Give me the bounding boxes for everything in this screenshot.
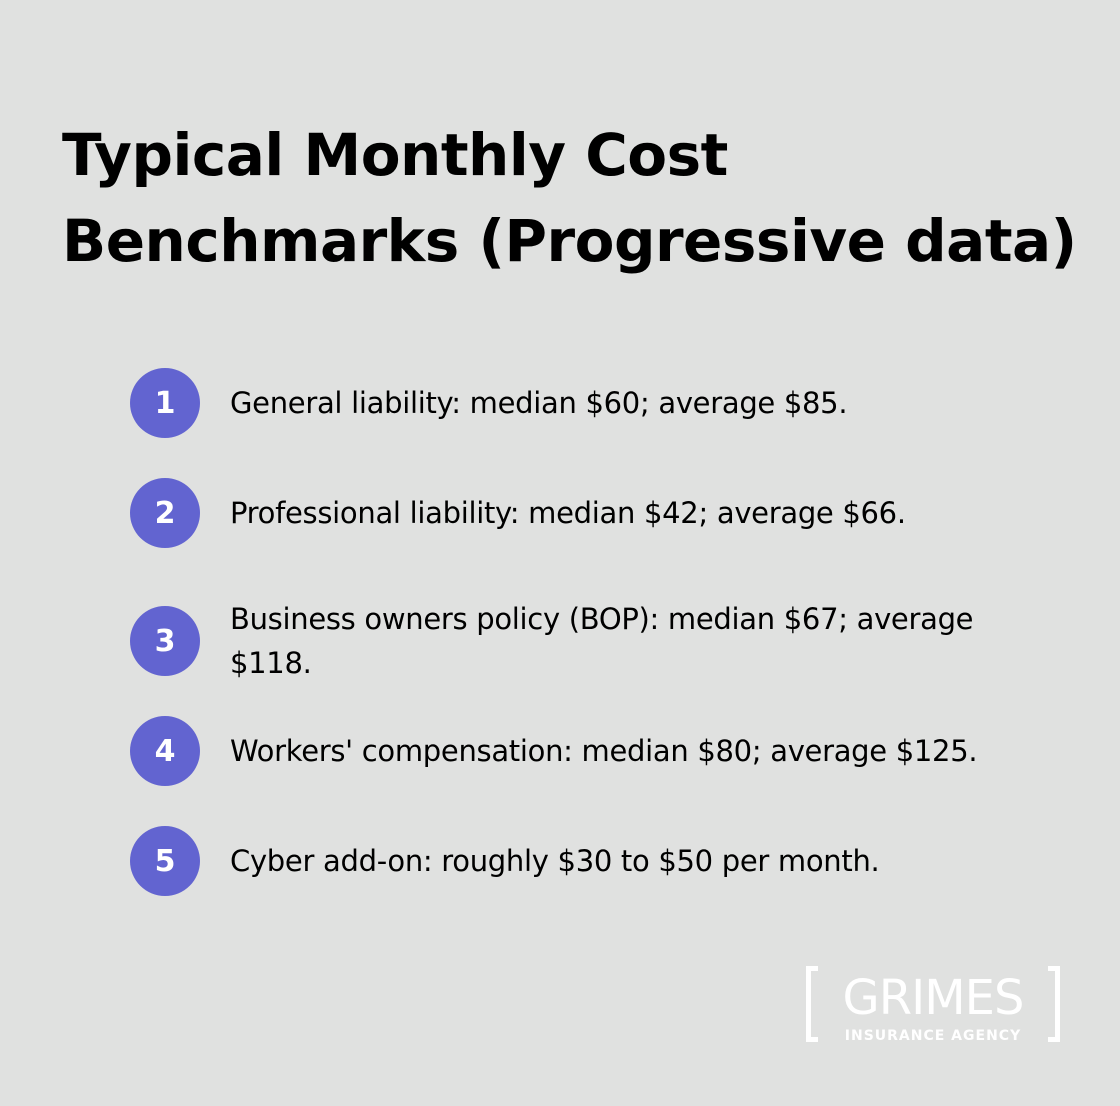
right-bracket-icon	[1048, 966, 1060, 1042]
item-text: Workers' compensation: median $80; avera…	[230, 734, 978, 768]
number-badge: 3	[130, 606, 200, 676]
list-item: 3 Business owners policy (BOP): median $…	[130, 597, 1020, 685]
item-text: Business owners policy (BOP): median $67…	[230, 602, 974, 680]
item-text: Cyber add-on: roughly $30 to $50 per mon…	[230, 844, 880, 878]
number-badge: 1	[130, 368, 200, 438]
logo-name: GRIMES	[842, 970, 1025, 1026]
number-badge: 4	[130, 716, 200, 786]
list-item: 1 General liability: median $60; average…	[130, 368, 1020, 438]
number-badge: 2	[130, 478, 200, 548]
item-text: General liability: median $60; average $…	[230, 386, 848, 420]
list-item: 4 Workers' compensation: median $80; ave…	[130, 716, 1020, 786]
page-title: Typical Monthly Cost Benchmarks (Progres…	[62, 121, 1077, 275]
list-item: 5 Cyber add-on: roughly $30 to $50 per m…	[130, 826, 1020, 896]
list-item: 2 Professional liability: median $42; av…	[130, 478, 1020, 548]
grimes-logo: GRIMES INSURANCE AGENCY	[806, 966, 1060, 1044]
number-badge: 5	[130, 826, 200, 896]
logo-subtitle: INSURANCE AGENCY	[844, 1028, 1022, 1044]
left-bracket-icon	[806, 966, 818, 1042]
item-text: Professional liability: median $42; aver…	[230, 496, 906, 530]
